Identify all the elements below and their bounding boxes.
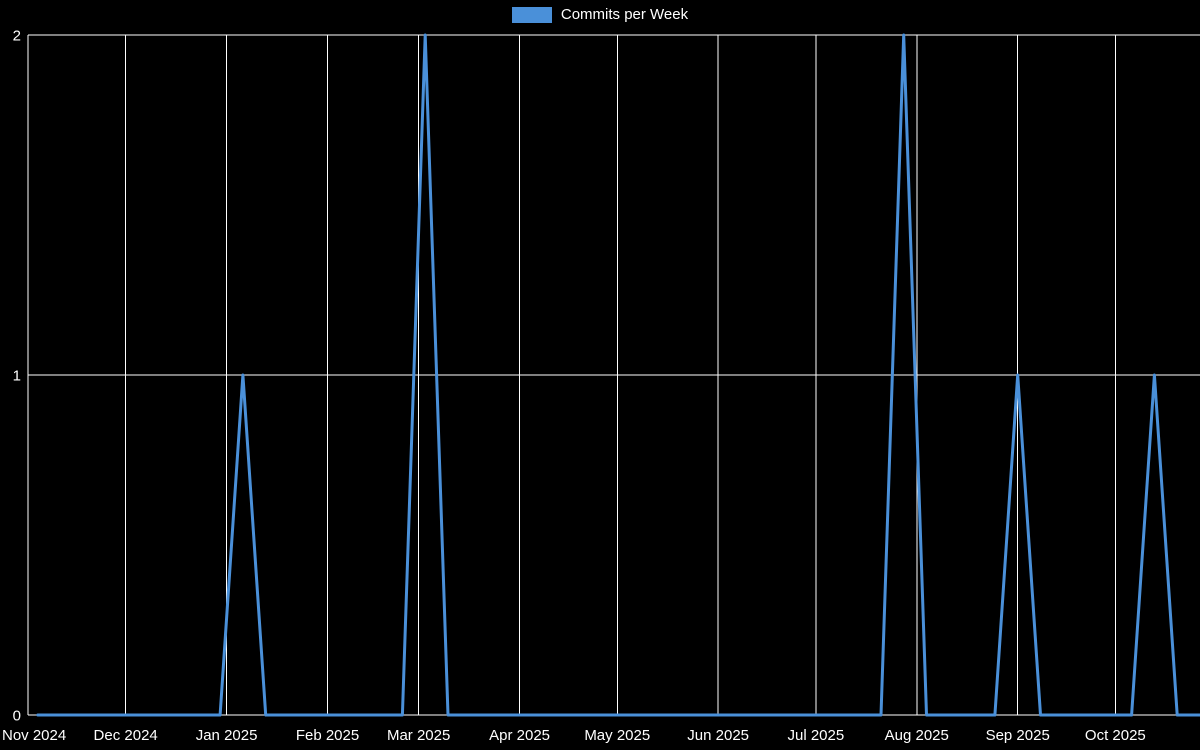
x-tick-label: Nov 2024: [2, 727, 66, 744]
x-tick-label: May 2025: [584, 727, 650, 744]
legend-swatch-icon: [511, 6, 552, 23]
y-tick-label: 0: [13, 707, 21, 724]
x-tick-label: Jan 2025: [196, 727, 258, 744]
x-tick-label: Aug 2025: [885, 727, 949, 744]
x-tick-label: Dec 2024: [94, 727, 158, 744]
x-tick-label: Jun 2025: [687, 727, 749, 744]
commits-line-series: [36, 33, 1200, 717]
legend-label: Commits per Week: [560, 6, 689, 23]
y-tick-label: 1: [13, 367, 21, 384]
x-tick-label: Apr 2025: [489, 727, 550, 744]
x-tick-label: Feb 2025: [296, 727, 359, 744]
x-tick-label: Sep 2025: [986, 727, 1050, 744]
x-tick-label: Mar 2025: [387, 727, 450, 744]
y-tick-label: 2: [13, 27, 21, 44]
x-tick-label: Jul 2025: [787, 727, 844, 744]
x-tick-label: Oct 2025: [1085, 727, 1146, 744]
chart-legend[interactable]: Commits per Week: [0, 6, 1200, 23]
